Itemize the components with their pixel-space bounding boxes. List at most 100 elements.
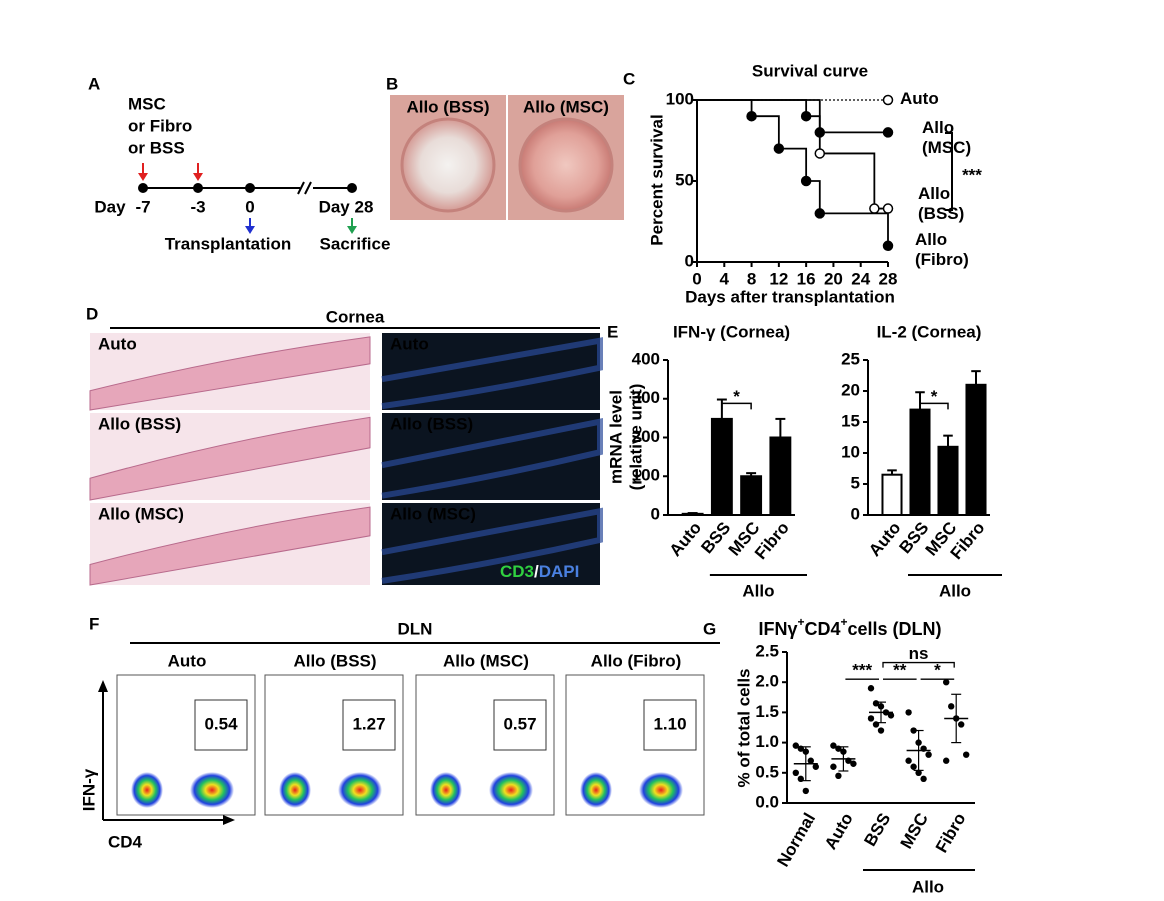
data-point bbox=[887, 712, 895, 719]
timepoint bbox=[347, 183, 357, 193]
data-point bbox=[802, 787, 809, 795]
x-tick-label: 8 bbox=[747, 269, 756, 288]
arrow-head bbox=[138, 173, 148, 181]
y-tick-label: 1.0 bbox=[755, 732, 779, 751]
survival-point bbox=[882, 94, 894, 106]
day-value: -3 bbox=[190, 197, 205, 216]
group-label: Allo bbox=[742, 581, 774, 600]
x-tick-label: 28 bbox=[879, 269, 898, 288]
significance-bracket bbox=[882, 661, 955, 668]
image-label: Allo (BSS) bbox=[98, 414, 181, 433]
significance: *** bbox=[962, 165, 982, 184]
gate bbox=[643, 699, 697, 751]
survival-point bbox=[746, 110, 757, 122]
cell-population bbox=[131, 772, 163, 808]
axis-label: IFN-γ bbox=[79, 768, 98, 811]
plot-label: Allo (BSS) bbox=[293, 651, 376, 670]
panel-label: A bbox=[88, 74, 100, 93]
arrow-head bbox=[98, 680, 108, 692]
gate-value: 0.54 bbox=[204, 714, 238, 733]
timepoint bbox=[193, 183, 203, 193]
panel-label: B bbox=[386, 74, 398, 93]
data-point bbox=[910, 763, 917, 770]
data-point bbox=[807, 757, 814, 764]
x-tick-label: 24 bbox=[851, 269, 870, 288]
bar bbox=[937, 445, 959, 516]
gate-value: 0.57 bbox=[503, 714, 536, 733]
arrow-head bbox=[223, 815, 235, 825]
y-tick-label: 20 bbox=[841, 380, 860, 399]
data-point bbox=[812, 763, 819, 770]
data-point bbox=[920, 775, 927, 783]
data-point bbox=[943, 679, 950, 686]
panel-label: F bbox=[89, 614, 99, 633]
y-tick-label: 0 bbox=[651, 504, 660, 523]
gate bbox=[493, 699, 547, 751]
timepoint bbox=[138, 183, 148, 193]
day-value: 0 bbox=[245, 197, 254, 216]
eye bbox=[518, 117, 614, 213]
data-point bbox=[943, 757, 950, 764]
day-label: Day bbox=[94, 197, 126, 216]
y-tick-label: 0.0 bbox=[755, 792, 779, 811]
image-label: Auto bbox=[98, 334, 137, 353]
treatment-label: or BSS bbox=[128, 138, 185, 157]
image-label: Allo (MSC) bbox=[390, 504, 476, 523]
survival-point bbox=[882, 203, 894, 214]
arrow-head bbox=[193, 173, 203, 181]
treatment-label: MSC bbox=[128, 94, 166, 113]
significance-bracket bbox=[721, 402, 752, 410]
y-axis-label: mRNA level bbox=[606, 390, 625, 484]
y-tick-label: 0 bbox=[851, 504, 860, 523]
y-tick-label: 50 bbox=[675, 170, 694, 189]
image-label: Allo (BSS) bbox=[390, 414, 473, 433]
y-tick-label: 2.0 bbox=[755, 672, 779, 691]
group-label: Allo bbox=[912, 877, 944, 896]
stain-label: CD3 bbox=[500, 562, 534, 581]
y-tick-label: 15 bbox=[841, 411, 860, 430]
cell-population bbox=[430, 772, 462, 808]
data-point bbox=[867, 685, 875, 692]
cell-population bbox=[279, 772, 311, 808]
x-tick-label: 16 bbox=[797, 269, 816, 288]
significance: * bbox=[934, 661, 941, 680]
data-point bbox=[948, 703, 955, 710]
significance-bracket bbox=[919, 402, 949, 410]
y-tick-label: 200 bbox=[632, 427, 660, 446]
cell-population bbox=[580, 772, 612, 808]
x-tick-label: 20 bbox=[824, 269, 843, 288]
day-value: Day 28 bbox=[319, 197, 374, 216]
gate-value: 1.27 bbox=[352, 714, 385, 733]
data-point bbox=[905, 709, 912, 716]
survival-point bbox=[814, 148, 826, 159]
arrow-head bbox=[347, 226, 357, 234]
he-tissue bbox=[89, 506, 371, 586]
he-tissue bbox=[89, 336, 371, 411]
y-tick-label: 5 bbox=[851, 473, 860, 492]
bar bbox=[965, 383, 987, 516]
chart-title: IFN-γ (Cornea) bbox=[673, 322, 790, 341]
legend-label: Allo (BSS) bbox=[918, 184, 964, 223]
if-tissue bbox=[381, 337, 603, 410]
significance: ** bbox=[893, 661, 907, 680]
cell-population bbox=[489, 772, 533, 808]
bar bbox=[681, 512, 704, 517]
stain-label: DAPI bbox=[539, 562, 580, 581]
gate bbox=[194, 699, 248, 751]
data-point bbox=[830, 742, 837, 749]
x-tick-label: 0 bbox=[692, 269, 701, 288]
photo-label: Allo (BSS) bbox=[406, 97, 489, 116]
legend-label: Allo (Fibro) bbox=[915, 230, 969, 269]
data-point bbox=[963, 751, 970, 758]
if-tissue bbox=[381, 507, 603, 584]
x-axis-label: Days after transplantation bbox=[685, 287, 895, 306]
title-part: + bbox=[841, 615, 848, 629]
data-point bbox=[867, 715, 875, 722]
data-point bbox=[905, 757, 912, 764]
x-tick-label: 12 bbox=[769, 269, 788, 288]
survival-point bbox=[882, 127, 894, 138]
y-tick-label: 100 bbox=[632, 466, 660, 485]
timeline-break bbox=[297, 181, 312, 195]
significance: *** bbox=[852, 661, 872, 680]
bar bbox=[740, 475, 763, 516]
